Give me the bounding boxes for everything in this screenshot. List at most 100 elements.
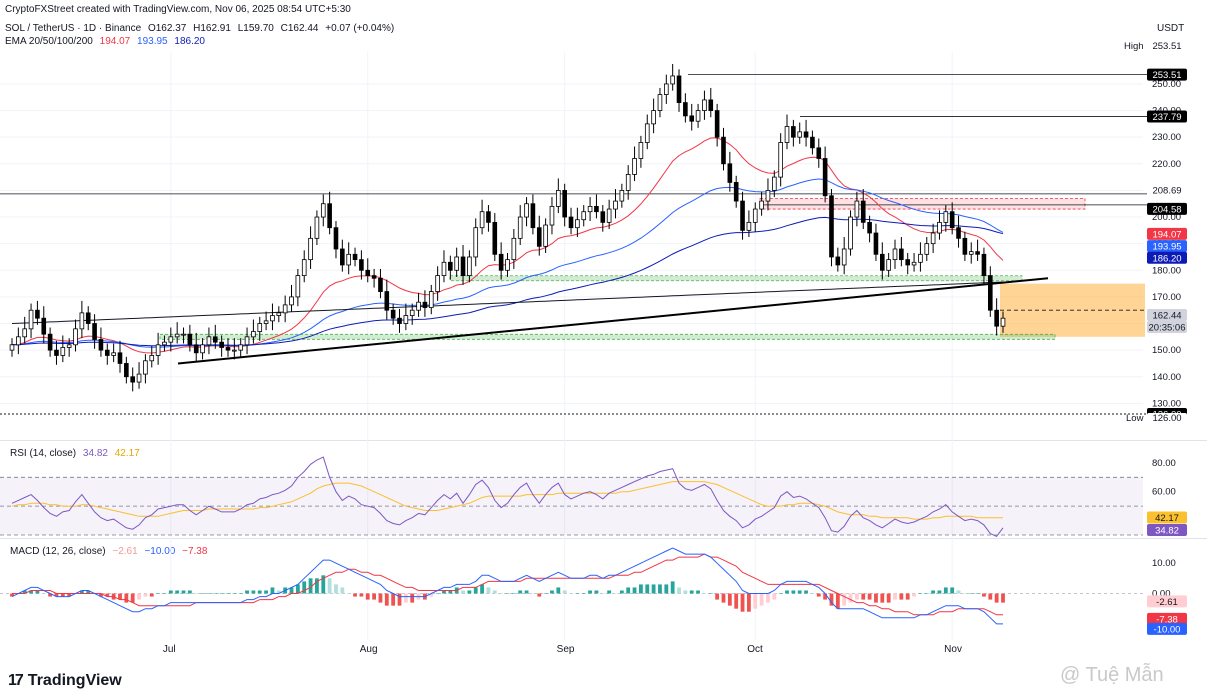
- candle-body: [422, 301, 428, 308]
- macd-histogram-bar: [461, 590, 465, 594]
- candle-body: [327, 203, 332, 229]
- macd-tag-text: -10.00: [1154, 624, 1181, 635]
- last-price-tag-text: 162.44: [1152, 311, 1181, 322]
- candle-body: [797, 131, 803, 138]
- watermark: @ Tuệ Mẫn: [1060, 664, 1164, 686]
- macd-histogram-bar: [537, 593, 542, 597]
- candle-body: [155, 344, 161, 356]
- macd-legend[interactable]: MACD (12, 26, close) −2.61 −10.00 −7.38: [10, 546, 207, 557]
- macd-histogram-bar: [842, 593, 847, 606]
- low-value: L159.70: [237, 23, 274, 34]
- rsi-legend[interactable]: RSI (14, close) 34.82 42.17: [10, 448, 140, 459]
- macd-histogram-bar: [766, 593, 770, 603]
- candle-body: [9, 344, 15, 351]
- candle-body: [47, 333, 53, 351]
- macd-histogram-bar: [194, 593, 199, 595]
- candle-body: [987, 275, 993, 311]
- macd-histogram-bar: [308, 578, 313, 594]
- candle-body: [301, 259, 307, 277]
- candle-body: [968, 251, 974, 255]
- tradingview-logo[interactable]: 17 TradingView: [8, 672, 122, 690]
- candle-body: [536, 227, 542, 247]
- ema50-value: 193.95: [137, 36, 168, 47]
- macd-histogram-bar: [899, 593, 904, 600]
- candle-body: [695, 110, 701, 122]
- macd-histogram-bar: [708, 593, 713, 595]
- macd-tick-label: 0.00: [1152, 589, 1171, 600]
- candle-body: [346, 253, 351, 266]
- price-tick-label: 180.00: [1152, 265, 1181, 276]
- candle-body: [772, 176, 777, 191]
- macd-histogram-bar: [168, 590, 173, 594]
- macd-histogram-bar: [670, 581, 675, 594]
- candle-body: [683, 102, 688, 117]
- candle-body: [511, 237, 517, 261]
- macd-histogram-bar: [384, 593, 389, 606]
- candle-body: [740, 200, 745, 231]
- candle-body: [568, 216, 574, 229]
- candle-body: [924, 243, 930, 255]
- rsi-tag-text: 34.82: [1155, 526, 1179, 537]
- ema-legend[interactable]: EMA 20/50/100/200 194.07 193.95 186.20: [5, 36, 205, 47]
- macd-histogram-bar: [861, 593, 866, 600]
- macd-histogram-bar: [772, 593, 777, 600]
- candle-body: [886, 259, 891, 271]
- macd-histogram-bar: [467, 590, 472, 594]
- candle-body: [625, 174, 631, 191]
- candle-body: [879, 253, 885, 271]
- macd-histogram-bar: [950, 587, 955, 594]
- macd-histogram-bar: [276, 590, 281, 594]
- candle-body: [644, 123, 650, 143]
- candle-body: [721, 136, 726, 165]
- candle-body: [905, 259, 911, 266]
- symbol-legend[interactable]: SOL / TetherUS · 1D · Binance O162.37 H1…: [5, 23, 394, 34]
- candle-body: [860, 200, 866, 223]
- macd-histogram-bar: [689, 590, 694, 594]
- candle-body: [727, 163, 733, 183]
- macd-histogram-bar: [22, 590, 27, 594]
- macd-histogram-bar: [60, 593, 65, 597]
- pane-separator-macd[interactable]: [0, 538, 1207, 539]
- macd-histogram-bar: [562, 590, 567, 594]
- candle-body: [124, 363, 129, 378]
- ema-line: [11, 281, 1004, 324]
- time-tick-label: Nov: [944, 644, 962, 655]
- candle-body: [428, 291, 434, 308]
- candle-body: [117, 352, 123, 364]
- candle-body: [308, 237, 313, 261]
- macd-histogram-bar: [543, 593, 548, 595]
- candle-body: [314, 216, 320, 239]
- candle-body: [16, 336, 21, 346]
- candle-body: [841, 248, 847, 266]
- price-tag-253-text: 253.51: [1152, 70, 1181, 81]
- macd-histogram-bar: [524, 590, 529, 594]
- macd-histogram-bar: [702, 593, 707, 595]
- candle-body: [168, 336, 174, 343]
- rsi-line: [11, 456, 1004, 538]
- pane-separator-rsi[interactable]: [0, 440, 1207, 441]
- candle-body: [689, 115, 695, 122]
- macd-line: [11, 547, 1003, 625]
- candle-body: [409, 309, 415, 316]
- resistance-zone: [759, 198, 1086, 210]
- candle-body: [467, 256, 472, 277]
- candle-body: [73, 328, 78, 346]
- macd-histogram-bar: [130, 593, 135, 603]
- candle-body: [930, 232, 936, 245]
- candle-body: [746, 221, 752, 231]
- candle-body: [943, 211, 949, 223]
- candle-body: [41, 317, 47, 335]
- macd-histogram-bar: [874, 593, 878, 603]
- time-tick-label: Jul: [163, 644, 176, 655]
- macd-histogram-bar: [175, 590, 180, 594]
- candle-body: [822, 158, 828, 197]
- price-tick-label: 200.00: [1152, 212, 1181, 223]
- macd-histogram-bar: [238, 593, 243, 595]
- price-tag-208: [1147, 183, 1187, 196]
- candle-body: [587, 205, 593, 213]
- macd-histogram-bar: [664, 584, 669, 594]
- macd-histogram-bar: [251, 590, 256, 594]
- candle-body: [460, 256, 466, 277]
- ema-label: EMA 20/50/100/200: [5, 36, 93, 47]
